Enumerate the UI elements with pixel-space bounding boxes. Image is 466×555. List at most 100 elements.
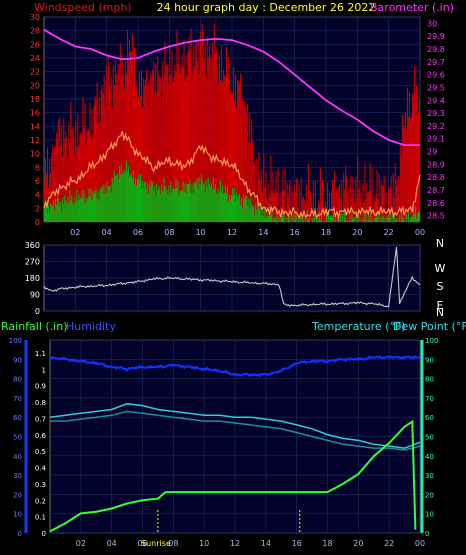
windspeed-tick-label: 20 <box>30 81 40 90</box>
temperature-tick-label: 20 <box>425 491 434 499</box>
wind-bar <box>386 214 388 222</box>
wind-bar <box>241 198 243 222</box>
wind-bar <box>244 199 246 222</box>
wind-bar <box>109 185 111 222</box>
gust-bar <box>276 192 278 222</box>
gust-bar <box>194 45 196 222</box>
gust-bar <box>62 156 64 222</box>
wind-bar <box>85 198 87 222</box>
gust-bar <box>94 96 96 222</box>
gust-bar <box>188 36 190 223</box>
wind-bar <box>136 185 138 222</box>
gust-bar <box>332 179 334 222</box>
wind-bar <box>99 188 101 222</box>
wind-bar <box>405 214 407 222</box>
gust-bar <box>49 158 51 222</box>
wind-bar <box>287 217 289 222</box>
gust-bar <box>201 24 203 222</box>
gust-bar <box>51 154 53 222</box>
temperature-tick-label: 60 <box>425 414 434 422</box>
wind-bar <box>248 198 250 222</box>
wind-bar <box>64 195 66 222</box>
gust-bar <box>329 193 331 222</box>
wind-bar <box>70 200 72 222</box>
humidity-axis-label: Humidity <box>66 320 116 333</box>
gust-bar <box>310 196 312 222</box>
gust-bar <box>336 188 338 222</box>
wind-bar <box>107 186 109 222</box>
gust-bar <box>387 187 389 222</box>
barometer-tick-label: 29 <box>427 148 437 157</box>
wind-bar <box>372 219 374 222</box>
gust-bar <box>263 154 265 222</box>
gust-bar <box>86 131 88 222</box>
temperature-tick-label: 80 <box>425 376 434 384</box>
wind-bar <box>44 203 46 222</box>
wind-bar <box>140 174 142 222</box>
wind-bar <box>281 213 283 222</box>
temperature-tick-label: 10 <box>425 511 434 519</box>
gust-bar <box>84 103 86 222</box>
gust-bar <box>154 93 156 222</box>
gust-bar <box>181 55 183 222</box>
gust-bar <box>417 115 419 222</box>
wind-bar <box>407 211 409 222</box>
gust-bar <box>247 104 249 222</box>
temperature-tick-label: 0 <box>425 530 429 538</box>
wind-bar <box>158 185 160 222</box>
gust-bar <box>170 75 172 222</box>
gust-bar <box>95 100 97 222</box>
wind-bar <box>375 212 377 222</box>
gust-bar <box>407 116 409 222</box>
gust-bar <box>376 169 378 222</box>
wind-bar <box>401 217 403 222</box>
gust-bar <box>157 56 159 222</box>
wind-bar <box>304 216 306 222</box>
wind-bar <box>340 213 342 222</box>
gust-bar <box>389 186 391 222</box>
wind-bar <box>93 193 95 222</box>
wind-bar <box>364 219 366 222</box>
wind-bar <box>218 192 220 222</box>
gust-bar <box>298 184 300 222</box>
gust-bar <box>382 184 384 222</box>
gust-bar <box>173 77 175 222</box>
gust-bar <box>307 164 309 222</box>
wind-bar <box>55 198 57 222</box>
wind-bar <box>256 209 258 222</box>
wind-bar <box>351 210 353 222</box>
gust-bar <box>73 137 75 222</box>
gust-bar <box>322 179 324 222</box>
gust-bar <box>338 186 340 222</box>
gust-bar <box>104 106 106 222</box>
compass-letter: E <box>437 299 444 312</box>
wind-bar <box>84 204 86 222</box>
rainfall-tick-label: 1.1 <box>35 350 46 358</box>
wind-bar <box>155 196 157 222</box>
wind-bar <box>223 192 225 222</box>
wind-bar <box>399 221 401 222</box>
gust-bar <box>162 60 164 223</box>
gust-bar <box>204 43 206 222</box>
wind-bar <box>403 220 405 222</box>
gust-bar <box>352 177 354 222</box>
gust-bar <box>54 146 56 222</box>
wind-bar <box>110 192 112 222</box>
wind-bar <box>81 190 83 222</box>
gust-bar <box>402 128 404 222</box>
gust-bar <box>379 209 381 222</box>
hour-tick-label: 16 <box>292 539 302 548</box>
gust-bar <box>135 98 137 222</box>
wind-bar <box>337 216 339 222</box>
gust-bar <box>197 41 199 222</box>
wind-bar <box>272 221 274 222</box>
wind-bar <box>224 186 226 222</box>
wind-bar <box>208 183 210 222</box>
gust-bar <box>230 89 232 222</box>
gust-bar <box>413 66 415 222</box>
wind-bar <box>265 218 267 222</box>
gust-bar <box>245 106 247 222</box>
wind-bar <box>194 182 196 222</box>
gust-bar <box>224 76 226 222</box>
wind-bar <box>46 200 48 222</box>
